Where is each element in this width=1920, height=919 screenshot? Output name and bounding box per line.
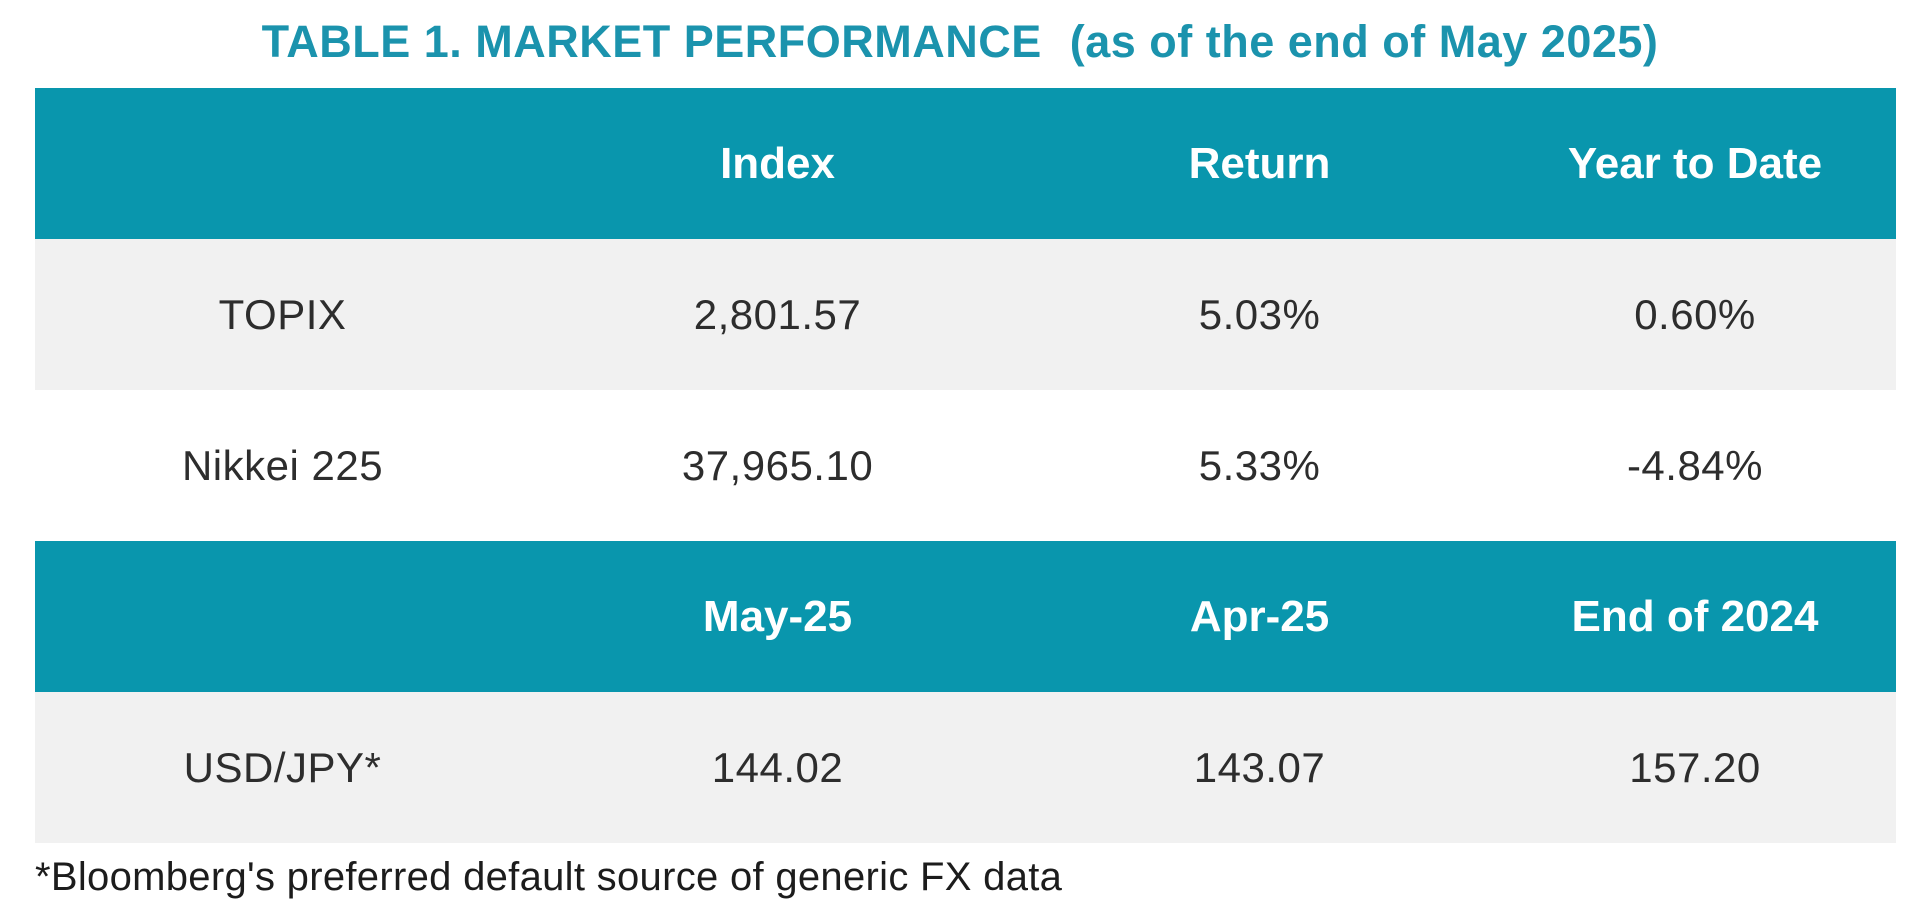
topix-index-value: 2,801.57	[693, 290, 862, 338]
bloomberg-footnote: *Bloomberg's preferred default source of…	[35, 855, 1063, 899]
table-row-nikkei: Nikkei 225 37,965.10 5.33% -4.84%	[35, 390, 1896, 541]
nikkei-return-value: 5.33%	[1198, 441, 1321, 489]
table-row-usdjpy: USD/JPY* 144.02 143.07 157.20	[35, 692, 1896, 843]
row-label-nikkei: Nikkei 225	[181, 441, 384, 489]
nikkei-ytd-value: -4.84%	[1626, 441, 1764, 489]
header-cell-return: Return	[1188, 138, 1331, 188]
header-cell-end-of-2024: End of 2024	[1571, 591, 1819, 641]
market-performance-table: Index Return Year to Date TOPIX 2,801.57…	[35, 88, 1896, 843]
header-cell-apr25: Apr-25	[1189, 591, 1330, 641]
row-label-usdjpy: USD/JPY*	[183, 743, 382, 791]
fx-header-row: May-25 Apr-25 End of 2024	[35, 541, 1896, 692]
table-row-topix: TOPIX 2,801.57 5.03% 0.60%	[35, 239, 1896, 390]
row-label-topix: TOPIX	[218, 290, 347, 338]
topix-return-value: 5.03%	[1198, 290, 1321, 338]
header-cell-year-to-date: Year to Date	[1567, 138, 1823, 188]
table-title-main: TABLE 1. MARKET PERFORMANCE	[261, 16, 1042, 67]
table-title-suffix: (as of the end of May 2025)	[1069, 16, 1659, 67]
topix-ytd-value: 0.60%	[1634, 290, 1756, 338]
nikkei-index-value: 37,965.10	[681, 441, 874, 489]
usdjpy-end2024-value: 157.20	[1629, 743, 1761, 791]
table-title: TABLE 1. MARKET PERFORMANCE (as of the en…	[0, 0, 1920, 68]
usdjpy-may25-value: 144.02	[711, 743, 844, 791]
index-header-row: Index Return Year to Date	[35, 88, 1896, 239]
usdjpy-apr25-value: 143.07	[1193, 743, 1326, 791]
header-cell-may25: May-25	[702, 591, 853, 641]
header-cell-index: Index	[720, 138, 835, 188]
